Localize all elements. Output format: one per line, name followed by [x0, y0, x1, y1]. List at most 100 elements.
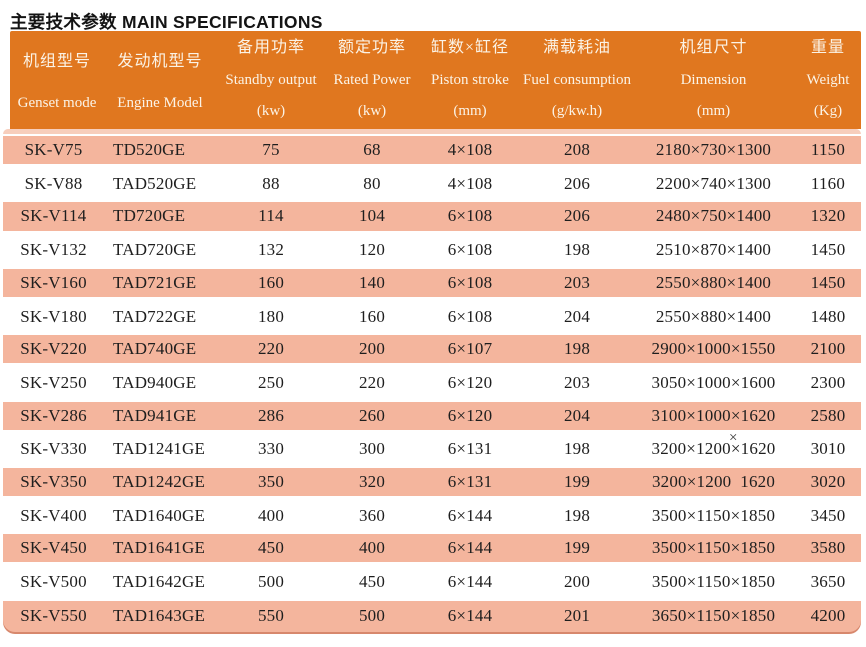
cell-fuel-consumption: 198 — [563, 505, 591, 525]
cell-fuel-consumption: 199 — [563, 471, 591, 491]
cell-dimension: 2550×880×1400 — [655, 272, 772, 292]
cell-rated-power: 450 — [358, 572, 386, 592]
cell-weight: 2300 — [810, 372, 846, 392]
cell-fuel-consumption: 199 — [563, 538, 591, 558]
cell-weight: 3010 — [810, 439, 846, 459]
cell-genset-model: SK-V75 — [24, 140, 83, 160]
cell-dimension: 3500×1150×1850 — [651, 572, 776, 592]
column-header-dimension: 机组尺寸 Dimension (mm) — [632, 31, 795, 129]
cell-rated-power: 104 — [358, 206, 386, 226]
cell-engine-model: TAD1642GE — [113, 572, 206, 592]
cell-engine-model: TAD941GE — [113, 405, 197, 425]
cell-standby-output: 114 — [258, 206, 284, 226]
cell-weight: 1150 — [810, 140, 846, 160]
cell-standby-output: 75 — [262, 140, 280, 160]
cell-dimension: 2200×740×1300 — [655, 173, 772, 193]
cell-dimension: 3500×1150×1850 — [651, 505, 776, 525]
column-header-fuel-consumption-en: Fuel consumption — [523, 71, 631, 88]
table-row-sk-v132: SK-V132 TAD720GE 132 120 6×108 198 2510×870×14… — [3, 233, 861, 267]
column-header-rated-power: 额定功率 Rated Power (kw) — [326, 31, 418, 129]
cell-genset-model: SK-V114 — [20, 206, 87, 226]
cell-piston-stroke: 4×108 — [447, 140, 493, 160]
cell-fuel-consumption: 198 — [563, 240, 591, 260]
cell-genset-model: SK-V330 — [20, 439, 87, 459]
cell-standby-output: 160 — [257, 272, 285, 292]
cell-dimension: 3200×1200×1620 — [651, 439, 776, 459]
cell-dimension: 2550×880×1400 — [655, 306, 772, 326]
cell-rated-power: 500 — [358, 606, 386, 626]
cell-rated-power: 400 — [358, 538, 386, 558]
column-header-fuel-consumption-unit: (g/kw.h) — [551, 103, 603, 119]
column-header-piston-stroke: 缸数×缸径 Piston stroke (mm) — [418, 31, 522, 129]
cell-fuel-consumption: 198 — [563, 339, 591, 359]
cell-engine-model: TAD720GE — [113, 240, 197, 260]
cell-standby-output: 286 — [257, 405, 285, 425]
cell-fuel-consumption: 200 — [563, 572, 591, 592]
cell-engine-model: TAD721GE — [113, 272, 197, 292]
column-header-rated-power-en: Rated Power — [333, 71, 411, 88]
table-row-sk-v450: SK-V450 TAD1641GE 450 400 6×144 199 3500×1150×… — [3, 532, 861, 566]
cell-fuel-consumption: 206 — [563, 173, 591, 193]
column-header-rated-power-zh: 额定功率 — [337, 39, 406, 56]
column-header-standby-output-unit: (kw) — [256, 103, 286, 119]
table-row-sk-v75: SK-V75 TD520GE 75 68 4×108 208 2180×730×1300 11… — [3, 134, 861, 168]
cell-engine-model: TAD520GE — [113, 173, 197, 193]
column-header-fuel-consumption: 满载耗油 Fuel consumption (g/kw.h) — [522, 31, 632, 129]
cell-rated-power: 300 — [358, 439, 386, 459]
cell-piston-stroke: 6×144 — [447, 572, 493, 592]
cell-weight: 1480 — [810, 306, 846, 326]
cell-fuel-consumption: 198 — [563, 439, 591, 459]
cell-piston-stroke: 6×108 — [447, 272, 493, 292]
cell-fuel-consumption: 206 — [563, 206, 591, 226]
cell-engine-model: TAD940GE — [113, 372, 197, 392]
cell-dimension: 3200×1200 1620 — [651, 471, 776, 491]
cell-piston-stroke: 6×107 — [447, 339, 493, 359]
cell-genset-model: SK-V286 — [20, 405, 87, 425]
column-header-piston-stroke-zh: 缸数×缸径 — [430, 39, 510, 56]
column-header-dimension-zh: 机组尺寸 — [679, 39, 748, 56]
cell-weight: 1450 — [810, 272, 846, 292]
cell-rated-power: 260 — [358, 405, 386, 425]
table-row-sk-v250: SK-V250 TAD940GE 250 220 6×120 203 3050×1000×1… — [3, 366, 861, 400]
cell-rated-power: 360 — [358, 505, 386, 525]
column-header-weight-en: Weight — [806, 71, 850, 88]
cell-engine-model: TD520GE — [113, 140, 186, 160]
cell-piston-stroke: 6×131 — [447, 471, 493, 491]
cell-standby-output: 350 — [257, 471, 285, 491]
cell-dimension: 3050×1000×1600 — [651, 372, 776, 392]
cell-piston-stroke: 6×120 — [447, 372, 493, 392]
table-header-row: 机组型号 Genset mode 发动机型号 Engine Model 备用功率 Stan… — [10, 31, 861, 129]
cell-piston-stroke: 6×131 — [447, 439, 493, 459]
cell-genset-model: SK-V180 — [20, 306, 87, 326]
cell-weight: 4200 — [810, 606, 846, 626]
cell-fuel-consumption: 204 — [563, 405, 591, 425]
cell-dimension: 2900×1000×1550 — [651, 339, 776, 359]
cell-dimension: 3500×1150×1850 — [651, 538, 776, 558]
cell-weight: 3650 — [810, 572, 846, 592]
cell-engine-model: TAD1641GE — [113, 538, 206, 558]
cell-rated-power: 80 — [363, 173, 381, 193]
cell-genset-model: SK-V88 — [24, 173, 83, 193]
cell-dimension: 3100×1000×1620 — [651, 405, 776, 425]
cell-fuel-consumption: 204 — [563, 306, 591, 326]
cell-engine-model: TAD1242GE — [113, 471, 206, 491]
cell-genset-model: SK-V160 — [20, 272, 87, 292]
table-row-sk-v88: SK-V88 TAD520GE 88 80 4×108 206 2200×740×1300 1… — [3, 167, 861, 201]
column-header-standby-output-zh: 备用功率 — [236, 39, 305, 56]
cell-piston-stroke: 6×144 — [447, 505, 493, 525]
cell-fuel-consumption: 208 — [563, 140, 591, 160]
cell-standby-output: 88 — [262, 173, 280, 193]
column-header-weight-zh: 重量 — [810, 39, 845, 56]
column-header-weight-unit: (Kg) — [813, 103, 843, 119]
cell-rated-power: 320 — [358, 471, 386, 491]
cell-standby-output: 450 — [257, 538, 285, 558]
cell-weight: 1320 — [810, 206, 846, 226]
cell-genset-model: SK-V350 — [20, 471, 87, 491]
column-header-engine-model: 发动机型号 Engine Model — [104, 31, 216, 129]
cell-engine-model: TAD722GE — [113, 306, 197, 326]
cell-genset-model: SK-V220 — [20, 339, 87, 359]
cell-standby-output: 500 — [257, 572, 285, 592]
cell-dimension: 2510×870×1400 — [655, 240, 772, 260]
page-title: 主要技术参数 MAIN SPECIFICATIONS — [10, 12, 323, 32]
